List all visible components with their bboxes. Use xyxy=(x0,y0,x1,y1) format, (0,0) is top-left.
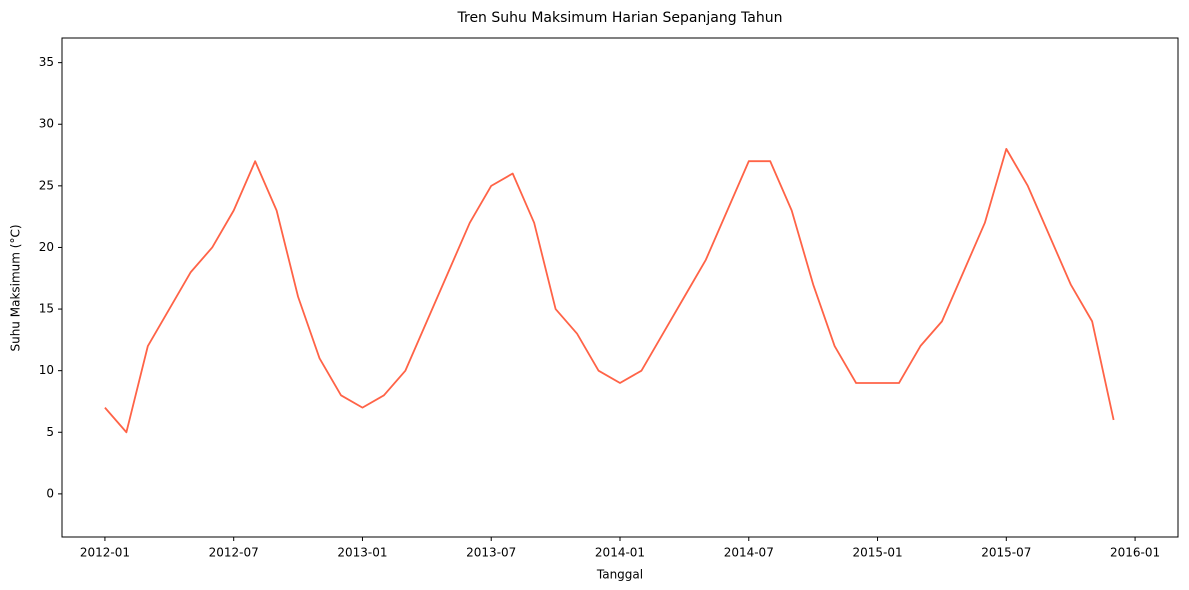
x-tick-label: 2014-01 xyxy=(595,546,645,560)
x-tick-label: 2014-07 xyxy=(724,546,774,560)
y-tick-label: 35 xyxy=(39,55,54,69)
y-tick-label: 10 xyxy=(39,363,54,377)
plot-frame xyxy=(61,37,1179,538)
x-tick-label: 2012-07 xyxy=(209,546,259,560)
x-axis-label: Tanggal xyxy=(596,568,643,582)
x-tick-label: 2013-07 xyxy=(466,546,516,560)
x-tick-label: 2013-01 xyxy=(337,546,387,560)
y-tick-label: 0 xyxy=(46,486,54,500)
y-tick-label: 25 xyxy=(39,178,54,192)
x-tick-label: 2015-07 xyxy=(981,546,1031,560)
x-tick-label: 2016-01 xyxy=(1110,546,1160,560)
y-tick-label: 20 xyxy=(39,240,54,254)
y-axis-label: Suhu Maksimum (°C) xyxy=(9,224,23,351)
x-tick-label: 2015-01 xyxy=(852,546,902,560)
y-tick-label: 15 xyxy=(39,302,54,316)
line-series xyxy=(104,147,1115,434)
x-tick-label: 2012-01 xyxy=(80,546,130,560)
y-tick-label: 5 xyxy=(46,425,54,439)
y-tick-label: 30 xyxy=(39,117,54,131)
chart-title: Tren Suhu Maksimum Harian Sepanjang Tahu… xyxy=(457,10,783,26)
